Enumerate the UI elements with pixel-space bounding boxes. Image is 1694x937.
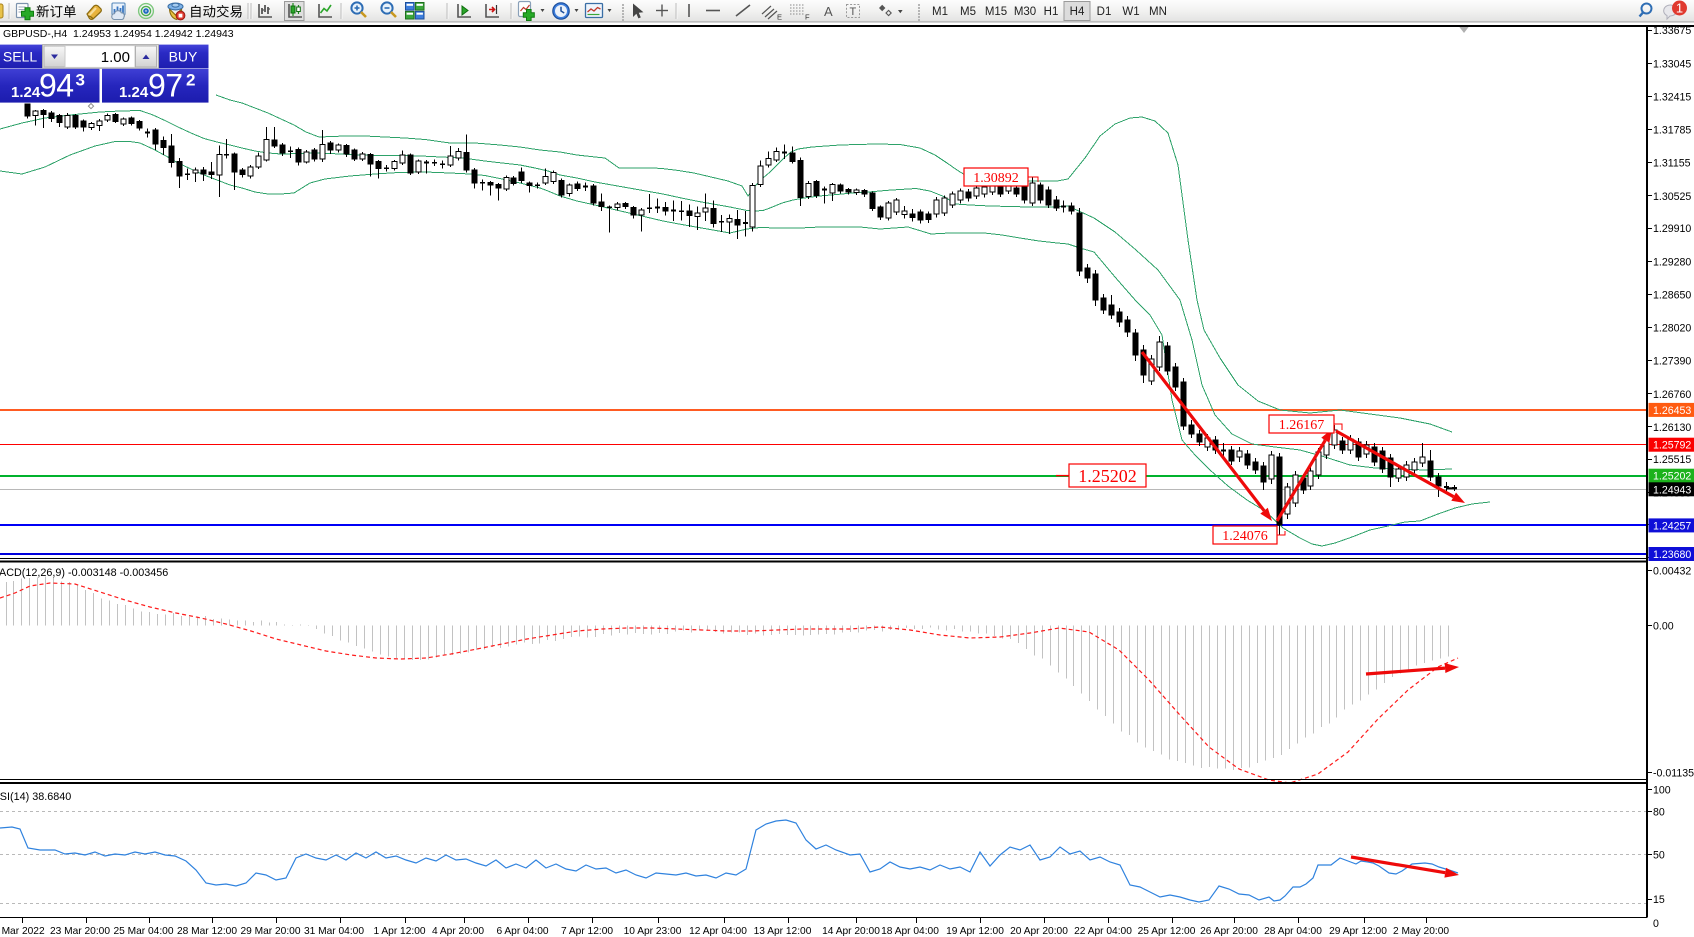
svg-text:2: 2 [186, 71, 195, 90]
svg-text:25 Apr 12:00: 25 Apr 12:00 [1138, 926, 1196, 937]
svg-text:1.25202: 1.25202 [1653, 471, 1691, 483]
svg-text:22 Mar 2022: 22 Mar 2022 [0, 926, 45, 937]
svg-text:1.24076: 1.24076 [1222, 529, 1268, 544]
svg-text:50: 50 [1653, 849, 1665, 861]
svg-text:14 Apr 20:00: 14 Apr 20:00 [822, 926, 880, 937]
svg-text:1.24943: 1.24943 [1653, 484, 1691, 496]
svg-text:2 May 20:00: 2 May 20:00 [1393, 926, 1449, 937]
svg-text:100: 100 [1653, 785, 1671, 797]
svg-text:0.00432: 0.00432 [1653, 566, 1691, 578]
svg-text:1.25792: 1.25792 [1653, 440, 1691, 452]
svg-text:M15: M15 [985, 6, 1007, 18]
svg-text:-0.01135: -0.01135 [1653, 768, 1694, 780]
svg-text:1.26453: 1.26453 [1653, 405, 1691, 417]
svg-text:29 Apr 12:00: 29 Apr 12:00 [1329, 926, 1387, 937]
svg-text:1.28650: 1.28650 [1653, 289, 1691, 301]
svg-text:T: T [850, 6, 857, 18]
svg-text:13 Apr 12:00: 13 Apr 12:00 [754, 926, 812, 937]
svg-text:1.26760: 1.26760 [1653, 389, 1691, 401]
svg-text:1.26167: 1.26167 [1279, 418, 1325, 433]
svg-text:18 Apr 04:00: 18 Apr 04:00 [881, 926, 939, 937]
svg-text:1.31155: 1.31155 [1653, 158, 1691, 170]
svg-text:20 Apr 20:00: 20 Apr 20:00 [1010, 926, 1068, 937]
svg-text:W1: W1 [1122, 6, 1139, 18]
svg-text:25 Mar 04:00: 25 Mar 04:00 [113, 926, 173, 937]
svg-text:3: 3 [76, 71, 85, 90]
svg-text:1.33045: 1.33045 [1653, 58, 1691, 70]
svg-text:6 Apr 04:00: 6 Apr 04:00 [496, 926, 548, 937]
svg-text:1.32415: 1.32415 [1653, 91, 1691, 103]
svg-text:1.30892: 1.30892 [973, 171, 1019, 186]
svg-text:19 Apr 12:00: 19 Apr 12:00 [946, 926, 1004, 937]
svg-text:26 Apr 20:00: 26 Apr 20:00 [1200, 926, 1258, 937]
svg-text:1 Apr 12:00: 1 Apr 12:00 [373, 926, 425, 937]
svg-text:SELL: SELL [3, 49, 37, 65]
svg-text:1.28020: 1.28020 [1653, 323, 1691, 335]
svg-text:94: 94 [39, 68, 74, 104]
svg-text:1.24257: 1.24257 [1653, 520, 1691, 532]
svg-text:23 Mar 20:00: 23 Mar 20:00 [50, 926, 110, 937]
svg-text:22 Apr 04:00: 22 Apr 04:00 [1074, 926, 1132, 937]
svg-text:29 Mar 20:00: 29 Mar 20:00 [240, 926, 300, 937]
svg-text:0.00: 0.00 [1653, 621, 1674, 633]
svg-text:1.24: 1.24 [11, 84, 41, 101]
svg-text:97: 97 [148, 68, 183, 104]
svg-text:A: A [824, 4, 833, 19]
svg-text:D1: D1 [1097, 6, 1112, 18]
svg-text:E: E [777, 13, 782, 22]
svg-text:0: 0 [1653, 918, 1659, 930]
svg-text:H1: H1 [1044, 6, 1059, 18]
svg-text:10 Apr 23:00: 10 Apr 23:00 [624, 926, 682, 937]
svg-text:15: 15 [1653, 894, 1665, 906]
svg-text:1.29280: 1.29280 [1653, 256, 1691, 268]
svg-text:28 Mar 12:00: 28 Mar 12:00 [177, 926, 237, 937]
svg-text:GBPUSD-,H4 1.24953 1.24954 1.: GBPUSD-,H4 1.24953 1.24954 1.24942 1.249… [3, 28, 234, 40]
svg-text:1: 1 [1676, 1, 1683, 16]
svg-text:1.24: 1.24 [119, 84, 149, 101]
svg-text:RSI(14) 38.6840: RSI(14) 38.6840 [0, 791, 71, 803]
svg-text:1.29910: 1.29910 [1653, 223, 1691, 235]
svg-text:1.25515: 1.25515 [1653, 454, 1691, 466]
svg-text:28 Apr 04:00: 28 Apr 04:00 [1264, 926, 1322, 937]
svg-text:1.30525: 1.30525 [1653, 191, 1691, 203]
svg-text:1.23680: 1.23680 [1653, 549, 1691, 561]
svg-text:1.00: 1.00 [101, 49, 130, 66]
svg-text:M1: M1 [932, 6, 948, 18]
svg-text:MN: MN [1149, 6, 1167, 18]
svg-text:80: 80 [1653, 806, 1665, 818]
svg-text:MACD(12,26,9) -0.003148 -0.003: MACD(12,26,9) -0.003148 -0.003456 [0, 567, 168, 579]
svg-text:F: F [805, 13, 810, 22]
svg-text:H4: H4 [1070, 6, 1085, 18]
svg-text:M30: M30 [1014, 6, 1036, 18]
svg-text:1.27390: 1.27390 [1653, 356, 1691, 368]
svg-text:1.33675: 1.33675 [1653, 25, 1691, 37]
svg-text:31 Mar 04:00: 31 Mar 04:00 [304, 926, 364, 937]
svg-text:7 Apr 12:00: 7 Apr 12:00 [561, 926, 613, 937]
svg-text:1.31785: 1.31785 [1653, 125, 1691, 137]
svg-text:BUY: BUY [169, 49, 198, 65]
svg-text:1.25202: 1.25202 [1078, 466, 1137, 486]
svg-text:4 Apr 20:00: 4 Apr 20:00 [432, 926, 484, 937]
svg-text:12 Apr 04:00: 12 Apr 04:00 [689, 926, 747, 937]
svg-text:M5: M5 [960, 6, 976, 18]
svg-text:1.26130: 1.26130 [1653, 422, 1691, 434]
